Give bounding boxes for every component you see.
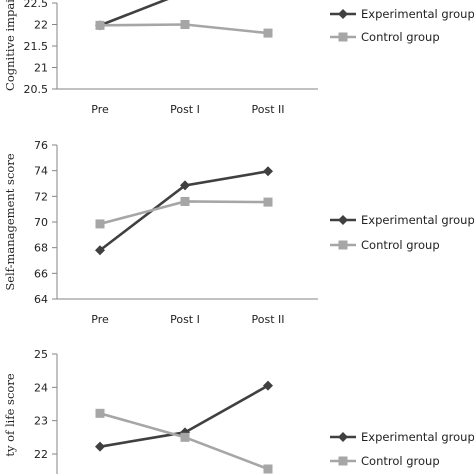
legend-marker [338, 215, 348, 225]
plot-area [95, 0, 273, 38]
y-axis-title: Cognitive impai [3, 0, 17, 91]
legend-label: Control group [361, 30, 440, 44]
x-tick-label: Post I [170, 313, 200, 326]
y-tick-label: 68 [34, 242, 48, 255]
legend-label: Experimental group [361, 213, 474, 227]
legend-label: Experimental group [361, 7, 474, 21]
data-point-square [263, 197, 273, 207]
data-point-square [180, 20, 190, 29]
legend-marker [338, 32, 348, 42]
y-tick-label: 76 [34, 139, 48, 152]
data-point-diamond [263, 166, 273, 177]
legend-label: Control group [361, 454, 440, 468]
y-tick-label: 21.5 [24, 40, 49, 53]
plot-area [95, 380, 273, 474]
data-point-square [263, 464, 273, 474]
legend-marker [338, 240, 348, 250]
data-point-diamond [95, 245, 105, 256]
x-tick-label: Pre [91, 313, 109, 326]
chart-panel-3: 22 23 24 25 ty of life score Experimental gro… [3, 348, 474, 474]
data-point-diamond [180, 180, 190, 191]
x-tick-label: Post II [252, 103, 285, 116]
y-tick-label: 22 [34, 448, 48, 461]
y-tick-label: 25 [34, 348, 48, 361]
data-point-square [180, 196, 190, 206]
x-tick-label: Pre [91, 103, 109, 116]
legend-marker [338, 432, 348, 442]
y-tick-label: 72 [34, 190, 48, 203]
data-point-square [95, 219, 105, 229]
y-tick-label: 70 [34, 216, 48, 229]
y-axis-title: ty of life score [3, 373, 17, 456]
x-tick-label: Post II [252, 313, 285, 326]
data-point-square [180, 432, 190, 442]
legend-label: Experimental group [361, 430, 474, 444]
x-tick-label: Post I [170, 103, 200, 116]
y-tick-label: 64 [34, 293, 48, 306]
data-point-square [95, 20, 105, 30]
chart-panel-2: 64 66 68 70 72 74 76 Pre Post I Post II Self-manag… [3, 139, 474, 326]
y-tick-label: 22.5 [24, 0, 49, 10]
data-point-diamond [95, 441, 105, 452]
legend-marker [338, 9, 348, 19]
y-tick-label: 22 [34, 19, 48, 32]
data-point-square [263, 28, 273, 38]
y-axis-title: Self-management score [3, 153, 17, 290]
data-point-diamond [263, 380, 273, 391]
y-tick-label: 20.5 [24, 83, 49, 96]
y-tick-label: 23 [34, 415, 48, 428]
chart-panel-1: 20.5 21 21.5 22 22.5 Pre Post I Post II Cognitiv… [3, 0, 474, 116]
data-point-square [95, 408, 105, 418]
y-tick-label: 24 [34, 381, 48, 394]
y-tick-label: 21 [34, 62, 48, 75]
series-line [99, 0, 169, 27]
y-tick-label: 66 [34, 267, 48, 280]
y-tick-label: 74 [34, 165, 48, 178]
legend-label: Control group [361, 238, 440, 252]
plot-area [95, 166, 273, 256]
legend-marker [338, 456, 348, 466]
